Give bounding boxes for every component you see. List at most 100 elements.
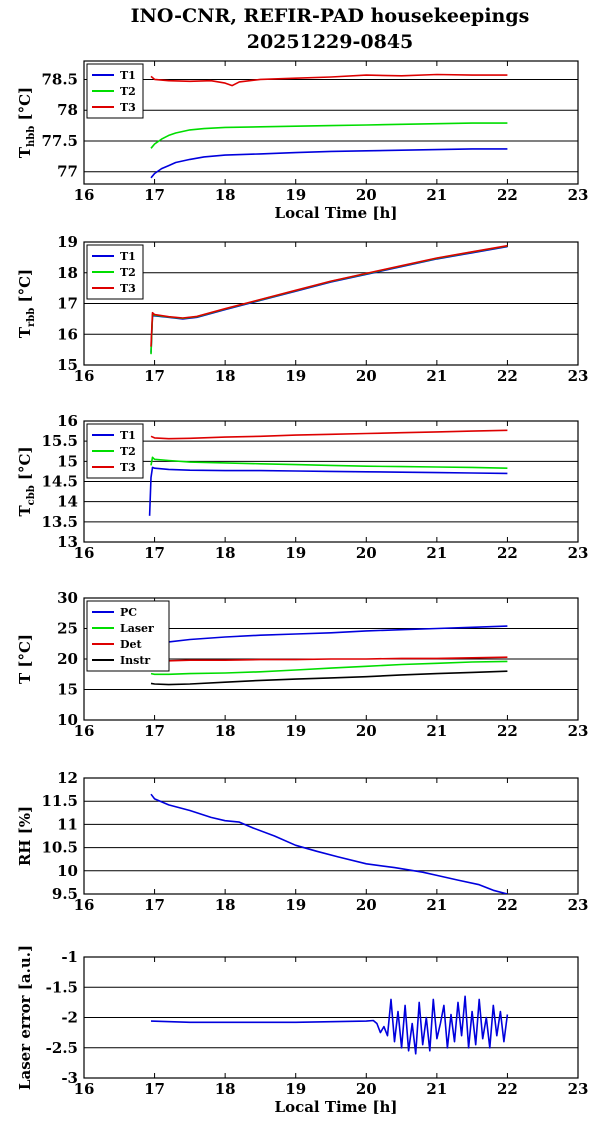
x-tick-label: 17	[144, 896, 165, 914]
legend: T1 T2 T3	[86, 244, 144, 300]
x-axis-label: Local Time [h]	[275, 1098, 398, 1116]
y-axis-label: Tcbb [°C]	[16, 446, 37, 516]
x-tick-label: 20	[356, 722, 377, 740]
plot-frame	[83, 597, 579, 721]
chart-panel-5: 16 17 18 19 20 21 22 23 9.5 10 10.5 11 11.5 12 RH [%]	[16, 769, 588, 914]
legend: PC Laser Det Instr	[86, 600, 170, 672]
series-line-t3	[150, 429, 508, 440]
legend-label: T1	[120, 250, 136, 263]
x-tick-label: 23	[568, 186, 589, 204]
series-line-laser	[150, 660, 508, 676]
y-axis-label: Laser error [a.u.]	[16, 945, 34, 1090]
legend-label: T3	[120, 101, 136, 114]
x-tick-label: 20	[356, 186, 377, 204]
x-tick-label: 17	[144, 544, 165, 562]
y-tick-label: 14.5	[41, 473, 78, 491]
x-tick-label: 16	[74, 1080, 95, 1098]
x-tick-label: 23	[568, 544, 589, 562]
y-tick-label: 18	[57, 264, 78, 282]
x-tick-label: 22	[497, 722, 518, 740]
plot-frame	[83, 956, 579, 1079]
x-tick-label: 21	[426, 896, 447, 914]
legend-label: Det	[120, 638, 143, 651]
legend-label: Instr	[120, 654, 150, 667]
chart-panel-4: 16 17 18 19 20 21 22 23 10 15 20 25 30 T [°C] PC Laser D…	[16, 589, 588, 740]
legend-label: T1	[120, 429, 136, 442]
y-tick-label: 10	[57, 711, 78, 729]
plot-frame	[83, 60, 579, 185]
plot-frame	[83, 420, 579, 543]
chart-panel-3: 16 17 18 19 20 21 22 23 13 13.5 14 14.5 15 15.5 16 Tcbb…	[16, 412, 588, 562]
y-tick-label: 10	[57, 862, 78, 880]
x-tick-label: 20	[356, 544, 377, 562]
x-tick-label: 16	[74, 544, 95, 562]
x-tick-label: 22	[497, 896, 518, 914]
series-line-t1	[150, 148, 508, 179]
x-tick-label: 19	[285, 544, 306, 562]
x-tick-label: 21	[426, 544, 447, 562]
x-tick-label: 16	[74, 722, 95, 740]
y-axis-label: T [°C]	[16, 634, 34, 684]
legend-label: T2	[120, 85, 136, 98]
chart-panel-6: 16 17 18 19 20 21 22 23 -3 -2.5 -2 -1.5 -1 Laser erro…	[16, 945, 588, 1116]
legend-label: T2	[120, 266, 136, 279]
x-tick-label: 19	[285, 367, 306, 385]
y-tick-label: 19	[57, 233, 78, 251]
x-tick-label: 22	[497, 544, 518, 562]
x-tick-label: 23	[568, 896, 589, 914]
legend-label: T2	[120, 445, 136, 458]
x-tick-label: 18	[215, 1080, 236, 1098]
x-tick-label: 21	[426, 722, 447, 740]
y-tick-label: 13.5	[41, 513, 78, 531]
series-line-t3	[150, 73, 508, 87]
x-tick-label: 18	[215, 186, 236, 204]
figure-title-line1: INO-CNR, REFIR-PAD housekeepings	[131, 5, 530, 27]
y-tick-label: 10.5	[41, 839, 78, 857]
x-axis-label: Local Time [h]	[275, 204, 398, 222]
x-tick-label: 23	[568, 1080, 589, 1098]
legend-label: T1	[120, 69, 136, 82]
series-line-t1	[148, 466, 508, 516]
y-tick-label: 11.5	[41, 792, 78, 810]
legend: T1 T2 T3	[86, 423, 144, 479]
y-tick-label: 15	[57, 681, 78, 699]
y-tick-label: 30	[57, 589, 78, 607]
y-axis-label: Trbb [°C]	[16, 269, 37, 338]
y-tick-label: -2.5	[46, 1039, 78, 1057]
y-tick-label: -2	[61, 1009, 78, 1027]
x-tick-label: 21	[426, 1080, 447, 1098]
y-tick-label: 78.5	[41, 70, 78, 88]
x-tick-label: 23	[568, 367, 589, 385]
y-tick-label: 15	[57, 452, 78, 470]
plot-frame	[83, 241, 579, 366]
figure-title-line2: 20251229-0845	[247, 31, 414, 53]
x-tick-label: 21	[426, 186, 447, 204]
series-line-t1	[150, 245, 508, 353]
series-line-1	[150, 793, 508, 894]
x-tick-label: 18	[215, 896, 236, 914]
y-tick-label: -1.5	[46, 978, 78, 996]
y-tick-label: 11	[57, 815, 78, 833]
x-tick-label: 22	[497, 186, 518, 204]
y-tick-label: 17	[57, 295, 78, 313]
legend-label: T3	[120, 282, 136, 295]
x-tick-label: 19	[285, 722, 306, 740]
x-tick-label: 17	[144, 367, 165, 385]
x-tick-label: 17	[144, 722, 165, 740]
series-line-instr	[150, 670, 508, 686]
y-axis-label: Thbb [°C]	[16, 87, 37, 158]
x-tick-label: 22	[497, 367, 518, 385]
x-tick-label: 19	[285, 1080, 306, 1098]
x-tick-label: 22	[497, 1080, 518, 1098]
y-tick-label: 77	[57, 163, 78, 181]
x-tick-label: 19	[285, 896, 306, 914]
series-line-t2	[150, 122, 508, 149]
legend-label: T3	[120, 461, 136, 474]
y-tick-label: 20	[57, 650, 78, 668]
x-tick-label: 18	[215, 722, 236, 740]
y-tick-label: 15	[57, 356, 78, 374]
legend-label: Laser	[120, 622, 154, 635]
